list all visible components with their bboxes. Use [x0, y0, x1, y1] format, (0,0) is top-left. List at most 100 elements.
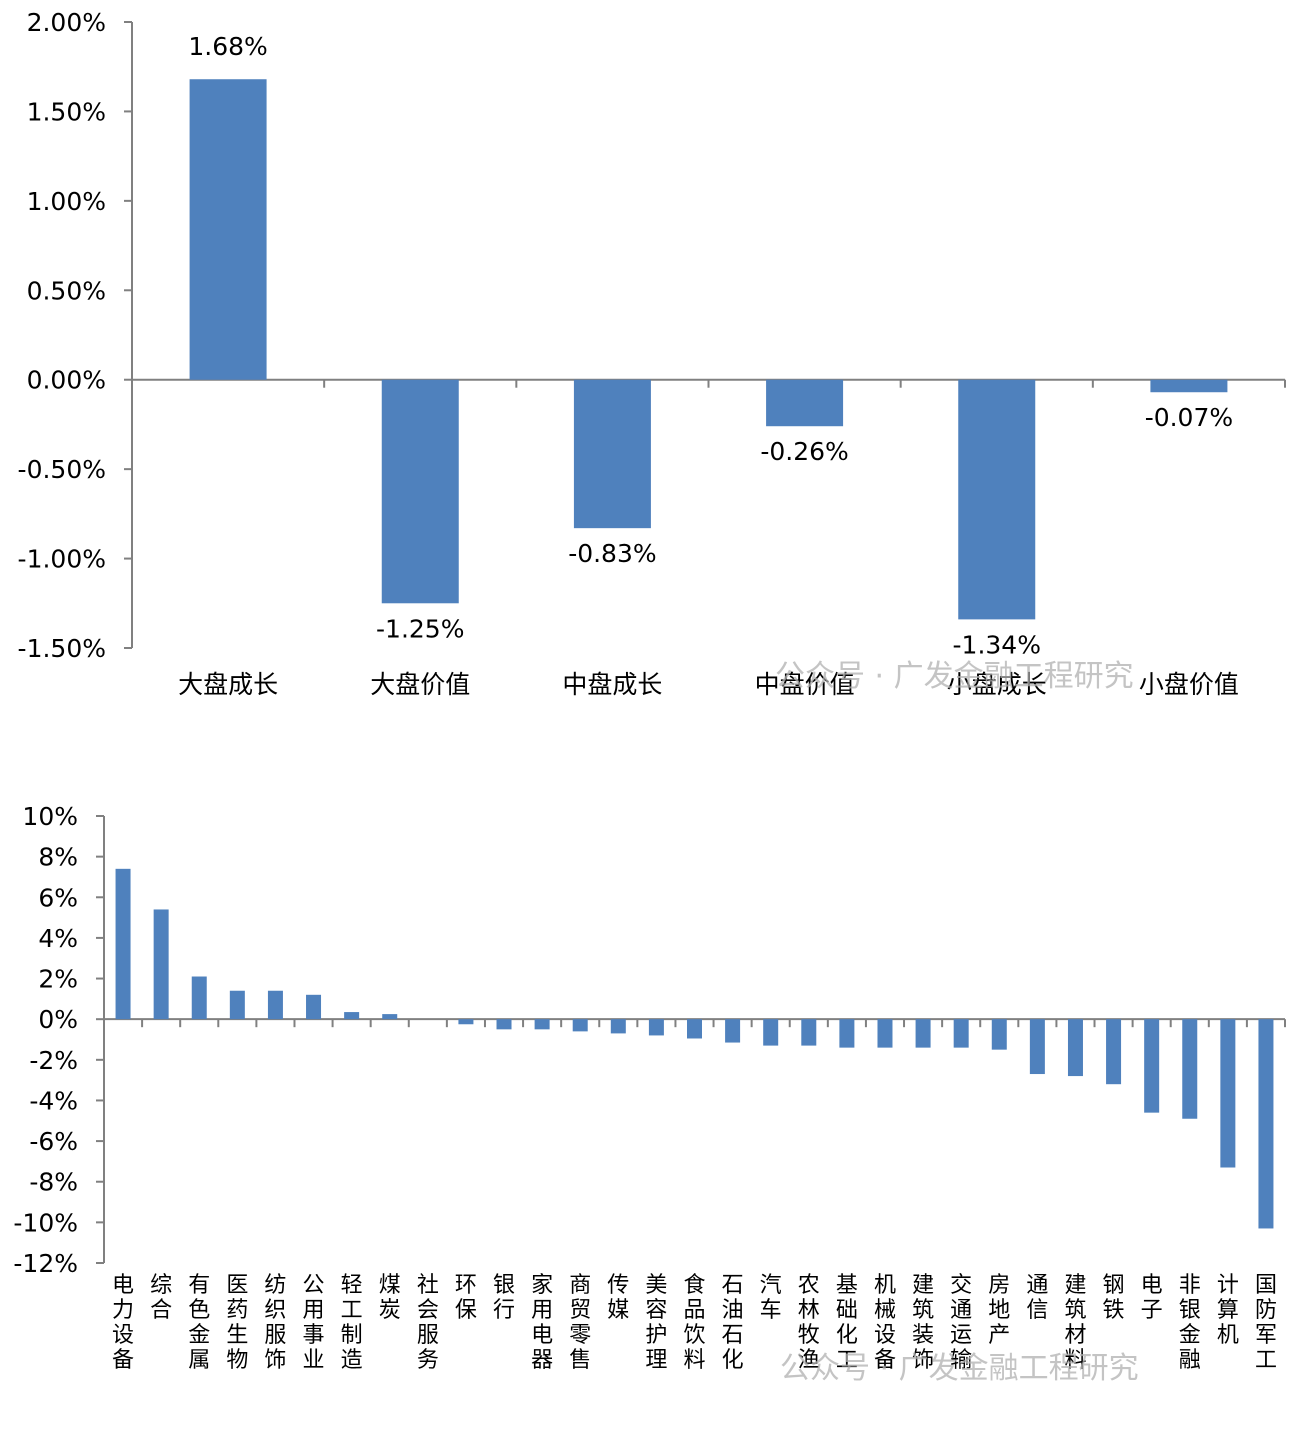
y-tick-label: 1.50% — [27, 97, 106, 126]
bar-医药生物 — [229, 990, 245, 1020]
bar-商贸零售 — [572, 1019, 588, 1032]
category-label: 汽车 — [760, 1273, 782, 1323]
bar-小盘价值 — [1150, 379, 1228, 393]
y-tick-label: 8% — [38, 843, 78, 872]
y-tick-label: -12% — [13, 1249, 78, 1278]
category-label: 家用电器 — [531, 1273, 553, 1373]
y-tick-label: -6% — [29, 1127, 78, 1156]
bar-电力设备 — [115, 868, 131, 1020]
bar-中盘成长 — [573, 379, 651, 529]
category-label: 小盘成长 — [947, 670, 1047, 699]
data-label: -0.26% — [760, 437, 848, 466]
category-label: 建筑材料 — [1064, 1273, 1086, 1373]
category-label: 大盘成长 — [178, 670, 278, 699]
category-label: 通信 — [1026, 1273, 1048, 1323]
bar-基础化工 — [839, 1019, 855, 1048]
y-tick-label: 4% — [38, 924, 78, 953]
category-label: 农林牧渔 — [798, 1273, 820, 1373]
bar-农林牧渔 — [801, 1019, 817, 1046]
bar-小盘成长 — [958, 379, 1036, 620]
category-label: 房地产 — [988, 1273, 1010, 1348]
category-label: 非银金融 — [1179, 1273, 1201, 1373]
category-label: 电力设备 — [112, 1273, 134, 1373]
category-label: 大盘价值 — [370, 670, 470, 699]
category-label: 中盘价值 — [755, 670, 855, 699]
category-label: 传媒 — [607, 1273, 629, 1323]
bar-中盘价值 — [766, 379, 844, 427]
bar-传媒 — [610, 1019, 626, 1034]
data-label: -1.25% — [376, 614, 464, 643]
category-label: 纺织服饰 — [264, 1273, 286, 1373]
data-label: -0.07% — [1145, 403, 1233, 432]
bar-机械设备 — [877, 1019, 893, 1048]
bar-环保 — [458, 1019, 474, 1025]
chart-top-style-size: 2.00% 1.50% 1.00% 0.50% 0.00% -0.50% -1.00% -1.… — [18, 8, 1286, 699]
bar-有色金属 — [191, 976, 207, 1020]
watermark-bottom: 公众号 · 广发金融工程研究 — [780, 1351, 1139, 1386]
y-tick-label: -1.00% — [18, 545, 106, 574]
y-tick-label: -0.50% — [18, 455, 106, 484]
y-tick-label: 1.00% — [27, 187, 106, 216]
bar-美容护理 — [648, 1019, 664, 1036]
category-label: 美容护理 — [645, 1273, 667, 1373]
y-tick-label: 0.00% — [27, 366, 106, 395]
y-tick-label: 10% — [22, 802, 78, 831]
category-label: 综合 — [150, 1273, 172, 1323]
category-label: 商贸零售 — [569, 1273, 591, 1373]
category-label: 社会服务 — [417, 1273, 439, 1373]
category-label: 交通运输 — [950, 1273, 972, 1373]
bar-电子 — [1144, 1019, 1160, 1113]
category-label: 公用事业 — [303, 1273, 325, 1373]
bar-公用事业 — [306, 994, 322, 1020]
bar-建筑装饰 — [915, 1019, 931, 1048]
bar-纺织服饰 — [267, 990, 283, 1020]
category-label: 电子 — [1141, 1273, 1163, 1323]
bar-计算机 — [1220, 1019, 1236, 1168]
bar-交通运输 — [953, 1019, 969, 1048]
data-label: -1.34% — [953, 630, 1041, 659]
y-tick-label: -4% — [29, 1086, 78, 1115]
bar-综合 — [153, 909, 169, 1020]
category-label: 轻工制造 — [341, 1273, 363, 1373]
bar-大盘成长 — [189, 79, 267, 380]
category-label: 国防军工 — [1255, 1273, 1277, 1373]
category-label: 环保 — [455, 1273, 477, 1323]
data-label: 1.68% — [188, 32, 267, 61]
y-tick-label: 0.50% — [27, 276, 106, 305]
bar-房地产 — [991, 1019, 1007, 1050]
category-label: 食品饮料 — [683, 1273, 705, 1373]
y-tick-label: 2.00% — [27, 8, 106, 37]
bar-银行 — [496, 1019, 512, 1030]
category-label: 煤炭 — [379, 1273, 401, 1323]
bar-建筑材料 — [1067, 1019, 1083, 1077]
bar-通信 — [1029, 1019, 1045, 1075]
bar-汽车 — [763, 1019, 779, 1046]
category-label: 机械设备 — [874, 1273, 896, 1373]
category-label: 基础化工 — [836, 1273, 858, 1373]
y-tick-label: 6% — [38, 883, 78, 912]
category-label: 医药生物 — [226, 1273, 248, 1373]
bar-石油石化 — [725, 1019, 741, 1043]
bar-轻工制造 — [344, 1012, 360, 1020]
category-label: 钢铁 — [1103, 1273, 1125, 1323]
y-tick-label: 2% — [38, 965, 78, 994]
bar-食品饮料 — [687, 1019, 702, 1039]
data-label: -0.83% — [568, 539, 656, 568]
bar-钢铁 — [1106, 1019, 1122, 1085]
bar-煤炭 — [382, 1014, 398, 1020]
watermark-top: 公众号 · 广发金融工程研究 — [775, 659, 1134, 694]
category-label: 建筑装饰 — [912, 1273, 934, 1373]
category-label: 中盘成长 — [562, 670, 662, 699]
y-tick-label: 0% — [38, 1005, 78, 1034]
category-label: 有色金属 — [188, 1273, 210, 1373]
category-label: 小盘价值 — [1139, 670, 1239, 699]
y-tick-label: -1.50% — [18, 634, 106, 663]
bar-家用电器 — [534, 1019, 550, 1030]
category-label: 银行 — [493, 1273, 515, 1323]
y-tick-label: -2% — [29, 1046, 78, 1075]
category-label: 计算机 — [1217, 1273, 1239, 1348]
chart-bottom-industry: 10% 8% 6% 4% 2% 0% -2% -4% -6% -8% -10% -12% 电力设备综合有… — [13, 802, 1286, 1373]
y-tick-label: -10% — [13, 1208, 78, 1237]
y-tick-label: -8% — [29, 1168, 78, 1197]
